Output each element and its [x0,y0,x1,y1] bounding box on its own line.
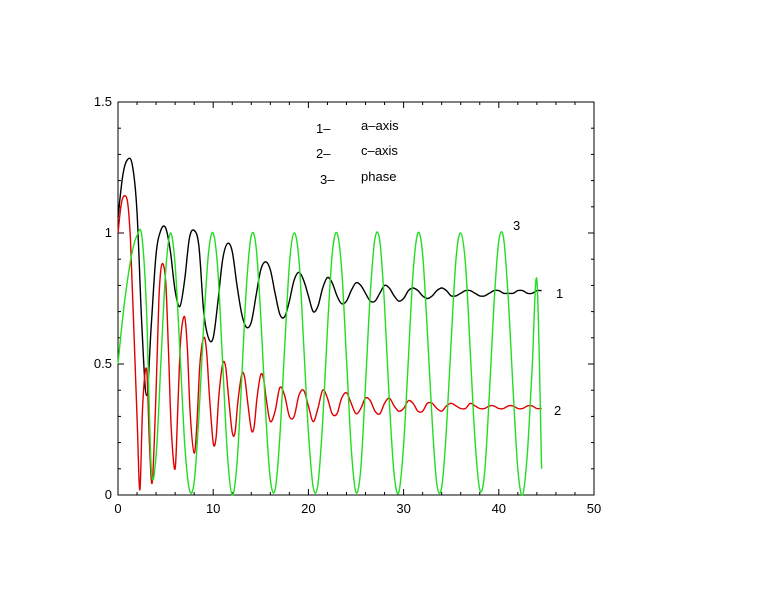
series-layer [117,157,543,497]
y-tick-label: 1.5 [94,94,112,109]
legend-text-phase: phase [361,169,396,184]
y-tick-label: 0 [105,487,112,502]
curve-label-3: 3 [513,218,520,233]
y-tick-label: 0.5 [94,356,112,371]
curve-label-2: 2 [554,403,561,418]
x-tick-label: 10 [206,501,220,516]
legend-text-c-axis: c–axis [361,143,398,158]
y-tick-label: 1 [105,225,112,240]
x-tick-label: 40 [492,501,506,516]
x-tick-label: 0 [114,501,121,516]
legend-number-3: 3– [320,172,335,187]
curve-label-1: 1 [556,286,563,301]
x-tick-label: 20 [301,501,315,516]
x-tick-label: 50 [587,501,601,516]
series-line-1 [117,157,542,397]
plot-frame [117,101,595,496]
axis-ticks [117,101,595,496]
legend: 1– a–axis 2– c–axis 3– phase [316,118,399,187]
legend-text-a-axis: a–axis [361,118,399,133]
legend-number-1: 1– [316,121,331,136]
series-line-2 [117,195,542,491]
series-line-3 [117,228,543,497]
legend-number-2: 2– [316,146,331,161]
tick-labels: 0 10 20 30 40 50 0 0.5 1 1.5 [94,94,601,516]
x-tick-label: 30 [396,501,410,516]
